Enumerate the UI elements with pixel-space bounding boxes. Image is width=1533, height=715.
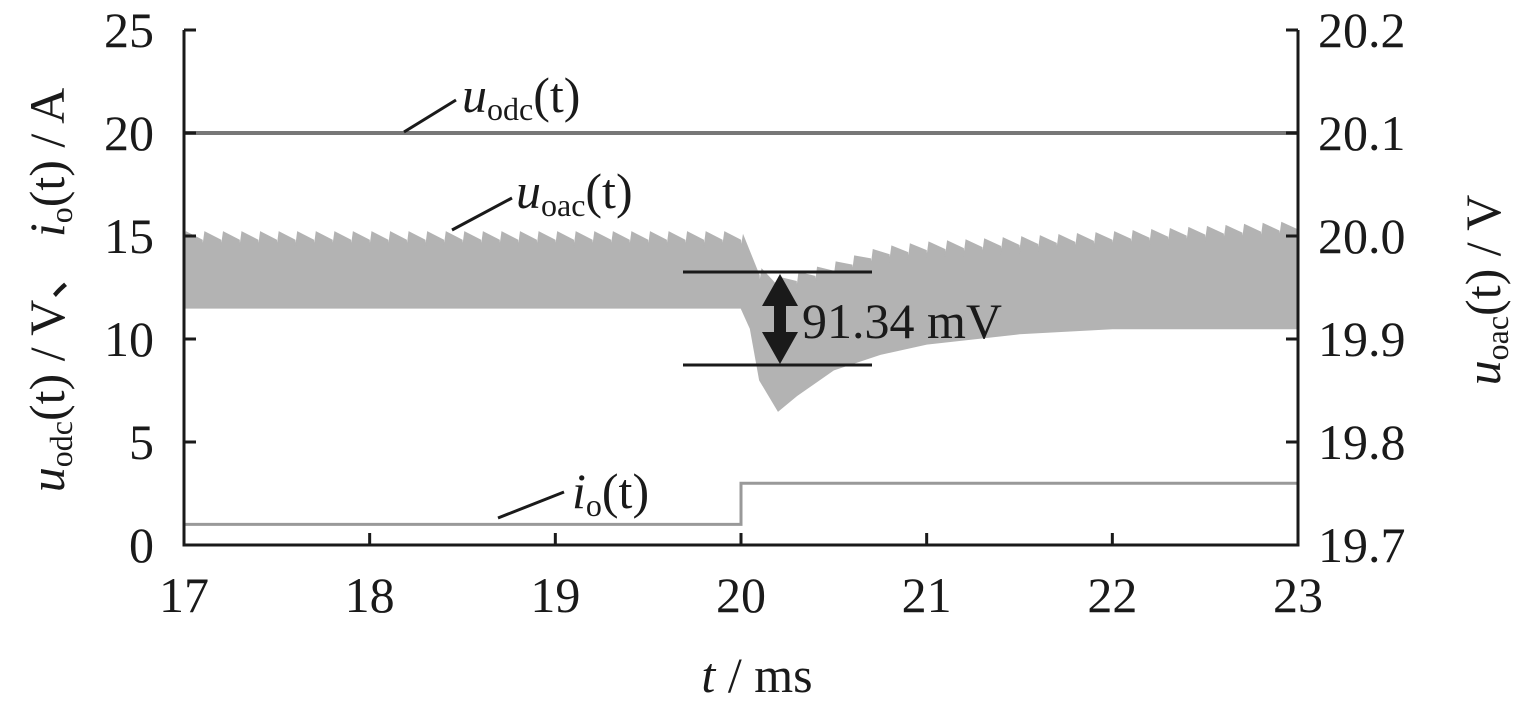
series-io-line <box>184 481 1298 526</box>
series-label-uoac: uoac(t) <box>516 163 633 223</box>
leader-line-uoac <box>451 196 513 232</box>
y-right-tick-label: 20.2 <box>1318 2 1406 58</box>
x-tick-label: 21 <box>902 567 952 623</box>
leader-line-io <box>497 490 565 520</box>
series-uoac-band <box>184 221 1298 412</box>
y-right-tick-label: 19.7 <box>1318 517 1406 573</box>
y-right-tick-label: 19.9 <box>1318 311 1406 367</box>
y-right-tick-label: 20.1 <box>1318 105 1406 161</box>
series-label-io: io(t) <box>572 463 649 523</box>
series-label-uodc: uodc(t) <box>462 67 580 127</box>
x-axis-label: t / ms <box>701 647 812 703</box>
y-left-tick-label: 15 <box>104 208 154 264</box>
y-right-axis-label: uoac(t) / V <box>1455 195 1515 386</box>
dimension-arrow-head-up <box>762 274 798 306</box>
x-tick-label: 23 <box>1273 567 1323 623</box>
dimension-arrow-head-down <box>762 332 798 364</box>
y-right-tick-label: 19.8 <box>1318 414 1406 470</box>
x-tick-label: 20 <box>716 567 766 623</box>
y-right-tick-label: 20.0 <box>1318 208 1406 264</box>
x-ticks: 17 18 19 20 21 22 23 <box>159 533 1323 623</box>
y-left-tick-label: 10 <box>104 311 154 367</box>
y-left-tick-label: 0 <box>129 517 154 573</box>
leader-line-uodc <box>403 98 457 134</box>
x-tick-label: 17 <box>159 567 209 623</box>
x-tick-label: 18 <box>345 567 395 623</box>
y-left-ticks: 0 5 10 15 20 25 <box>104 2 196 573</box>
y-left-tick-label: 20 <box>104 105 154 161</box>
y-left-tick-label: 5 <box>129 414 154 470</box>
series-group <box>184 131 1298 526</box>
plot-area <box>184 131 1298 526</box>
dimension-annotation: 91.34 mV <box>683 270 1002 367</box>
y-left-axis-label: uodc(t) / V、 io(t) / A <box>19 88 79 492</box>
dimension-label: 91.34 mV <box>802 293 1002 349</box>
x-tick-label: 19 <box>530 567 580 623</box>
y-left-tick-label: 25 <box>104 2 154 58</box>
y-right-ticks: 19.7 19.8 19.9 20.0 20.1 20.2 <box>1286 2 1406 573</box>
x-tick-label: 22 <box>1087 567 1137 623</box>
